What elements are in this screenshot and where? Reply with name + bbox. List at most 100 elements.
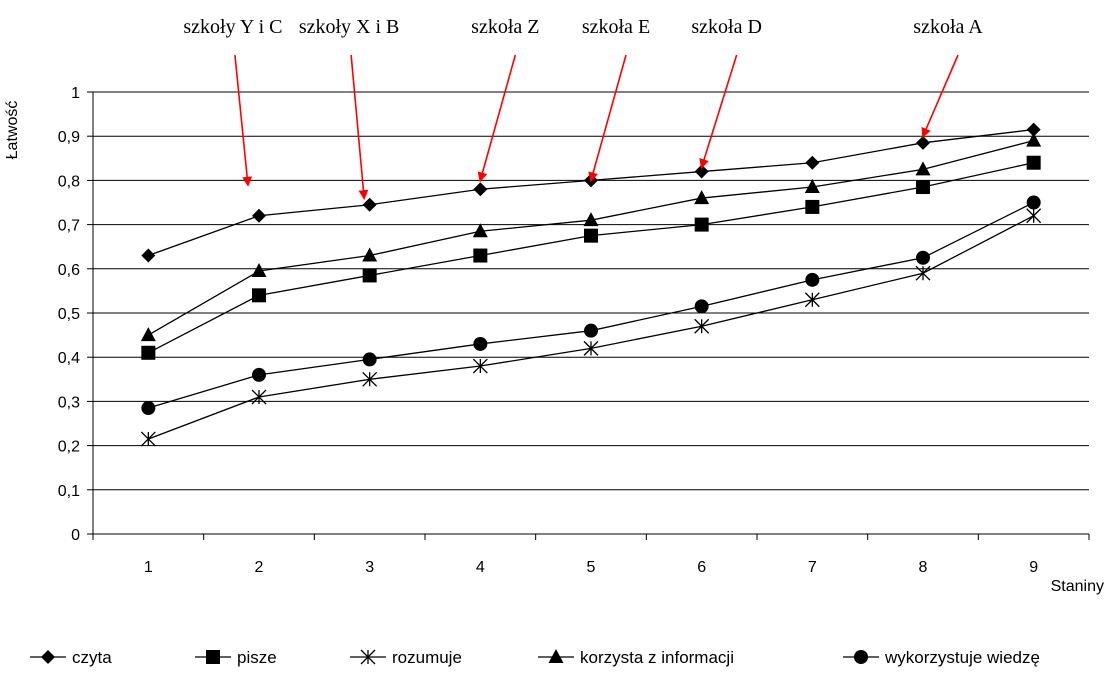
legend-marker xyxy=(854,650,868,664)
data-point xyxy=(915,265,931,281)
data-point xyxy=(804,292,820,308)
legend: czyta pisze rozumuje korzysta z informacji w… xyxy=(30,648,1040,667)
data-point xyxy=(252,288,266,303)
y-tick-label: 0,3 xyxy=(58,394,80,411)
x-tick-label: 3 xyxy=(365,559,374,576)
y-tick-label: 0,9 xyxy=(58,129,80,146)
y-tick-label: 0,1 xyxy=(58,483,80,500)
data-point xyxy=(1026,195,1041,210)
x-tick-label: 7 xyxy=(808,559,817,576)
legend-marker xyxy=(360,649,376,665)
data-point xyxy=(584,228,598,243)
data-point xyxy=(694,190,710,205)
series-group xyxy=(140,122,1042,447)
legend-item: czyta xyxy=(30,648,112,667)
annotation-label: szkoła E xyxy=(582,16,650,38)
legend-item: wykorzystuje wiedzę xyxy=(843,648,1040,667)
series-asterisk xyxy=(140,208,1042,447)
legend-item: pisze xyxy=(195,648,277,667)
legend-label: wykorzystuje wiedzę xyxy=(884,648,1040,667)
data-point xyxy=(805,155,820,170)
annotation-arrow xyxy=(477,54,517,183)
data-point xyxy=(1026,208,1042,224)
series-triangle xyxy=(140,132,1042,342)
data-point xyxy=(472,223,488,238)
legend-marker xyxy=(548,649,564,663)
data-point xyxy=(916,250,930,265)
annotation-arrow xyxy=(350,54,369,201)
legend-marker xyxy=(41,650,55,664)
data-point xyxy=(141,248,156,263)
legend-label: rozumuje xyxy=(392,648,462,667)
grid-lines xyxy=(93,91,1089,491)
x-tick-label: 5 xyxy=(587,559,596,576)
data-point xyxy=(1026,132,1042,147)
axes: 0 0,1 0,2 0,3 0,4 0,5 0,6 0,7 0,8 0,9 1 1 2 3 4 5 6 7 8 9 St… xyxy=(4,85,1104,595)
data-point xyxy=(694,217,709,232)
y-tick-label: 0 xyxy=(71,527,80,544)
data-point xyxy=(362,197,377,212)
data-point xyxy=(694,318,710,334)
data-point xyxy=(251,389,267,405)
data-point xyxy=(694,299,709,314)
y-tick-label: 1 xyxy=(71,85,80,102)
y-tick-label: 0,2 xyxy=(58,439,80,456)
series-circle xyxy=(141,195,1041,416)
data-point xyxy=(362,247,378,262)
legend-label: korzysta z informacji xyxy=(580,648,734,667)
data-point xyxy=(805,272,820,287)
data-point xyxy=(362,371,378,387)
annotation-label: szkoła A xyxy=(913,16,983,38)
x-tick-label: 4 xyxy=(476,559,485,576)
annotation-arrow xyxy=(588,54,627,183)
y-tick-label: 0,5 xyxy=(58,306,80,323)
data-point xyxy=(805,199,820,214)
legend-label: pisze xyxy=(237,648,277,667)
data-point xyxy=(362,268,377,283)
x-tick-label: 6 xyxy=(697,559,706,576)
data-point xyxy=(140,327,156,342)
annotation-arrow xyxy=(699,54,738,170)
data-point xyxy=(473,248,488,263)
data-point xyxy=(804,179,820,194)
annotation-label: szkoła D xyxy=(691,16,762,38)
y-axis-title: Łatwość xyxy=(4,101,21,160)
data-point xyxy=(252,208,266,223)
data-point xyxy=(472,358,488,374)
data-point xyxy=(1026,155,1041,170)
legend-marker xyxy=(206,650,220,664)
data-point xyxy=(362,352,377,367)
series-square xyxy=(141,155,1041,360)
y-tick-label: 0,6 xyxy=(58,262,80,279)
data-point xyxy=(473,182,488,197)
data-point xyxy=(141,345,156,360)
x-tick-label: 8 xyxy=(919,559,928,576)
data-point xyxy=(252,367,266,382)
legend-item: korzysta z informacji xyxy=(538,648,734,667)
annotation-label: szkoły X i B xyxy=(299,16,400,38)
annotation-label: szkoły Y i C xyxy=(183,16,282,38)
data-point xyxy=(583,340,599,356)
data-point xyxy=(141,401,156,416)
annotations: szkoły Y i C szkoły X i B szkoła Z szkoła E… xyxy=(183,16,983,201)
data-point xyxy=(916,135,930,150)
y-tick-label: 0,4 xyxy=(58,350,80,367)
data-point xyxy=(251,263,267,278)
data-point xyxy=(140,431,156,447)
x-tick-label: 9 xyxy=(1029,559,1038,576)
data-point xyxy=(583,212,599,227)
x-tick-label: 2 xyxy=(255,559,264,576)
annotation-arrow xyxy=(234,54,253,187)
data-point xyxy=(916,180,930,195)
y-tick-label: 0,8 xyxy=(58,173,80,190)
data-point xyxy=(1026,122,1041,137)
data-point xyxy=(584,323,598,338)
annotation-arrow xyxy=(921,54,959,139)
legend-item: rozumuje xyxy=(350,648,462,667)
data-point xyxy=(915,161,931,176)
annotation-label: szkoła Z xyxy=(471,16,539,38)
legend-label: czyta xyxy=(72,648,112,667)
x-axis-title: Staniny xyxy=(1051,578,1104,595)
x-tick-label: 1 xyxy=(144,559,153,576)
